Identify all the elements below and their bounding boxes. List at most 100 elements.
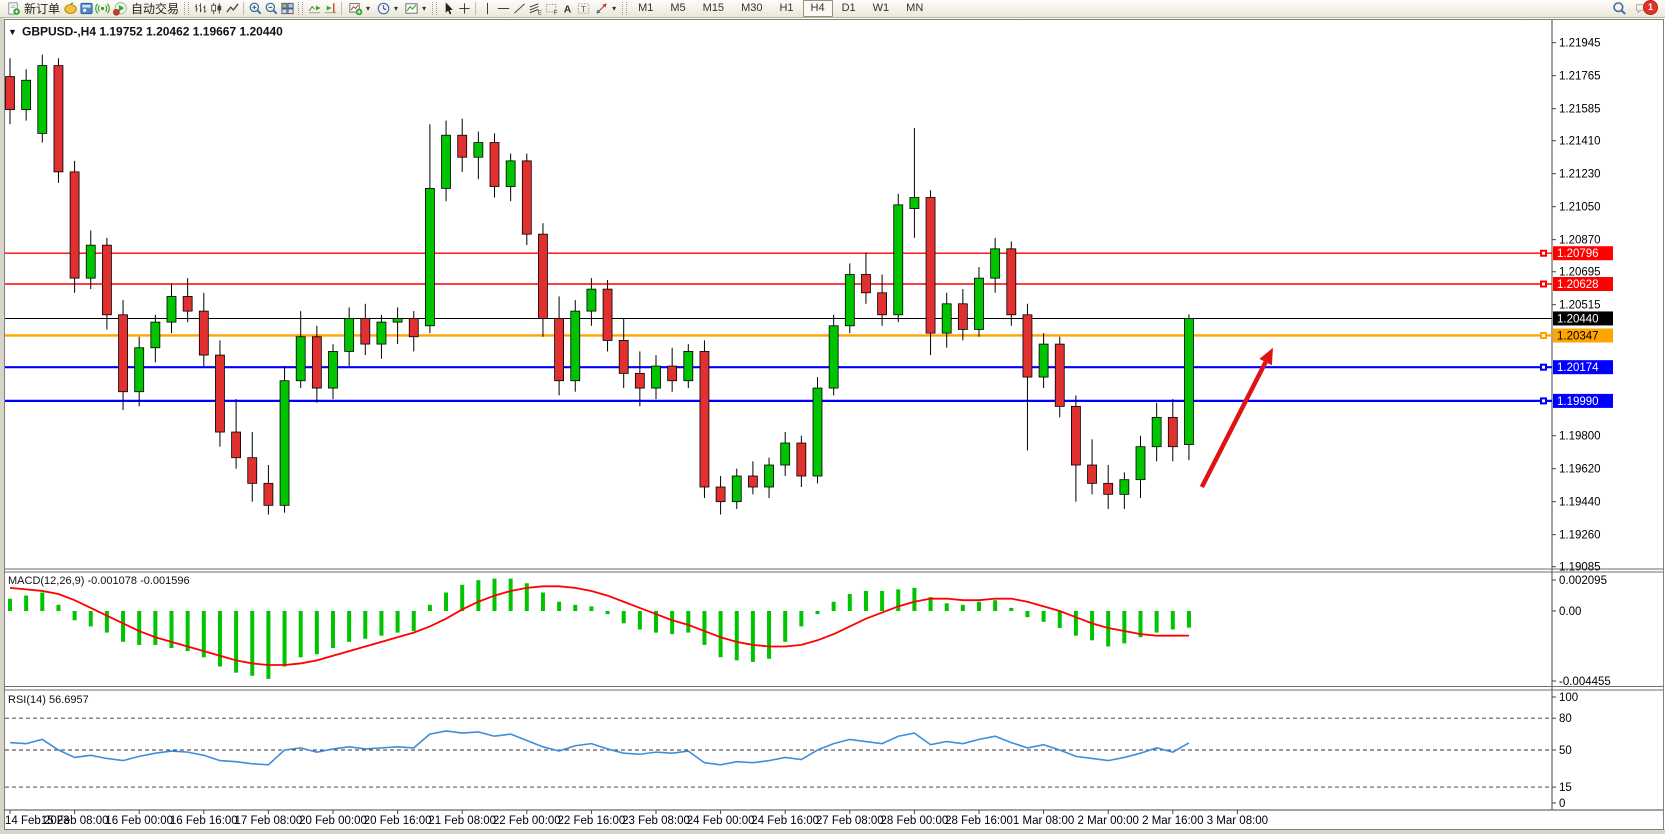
toolbar-separator [475,2,477,15]
macd-histogram-bar [1073,611,1078,636]
toolbar-grip[interactable] [298,2,304,15]
candle [1103,465,1114,509]
candle [1119,472,1130,509]
cursor-icon[interactable] [440,1,456,17]
macd-histogram-bar [880,590,885,611]
price-tick-label: 1.21050 [1559,202,1601,214]
toolbar-grip[interactable] [184,2,190,15]
channel-icon[interactable]: F [543,1,559,17]
new-order-button[interactable]: 新订单 [3,1,62,17]
candle [5,58,15,125]
fibonacci-icon[interactable]: E [527,1,543,17]
price-tick-label: 1.21410 [1559,136,1601,148]
macd-histogram-bar [654,611,658,633]
timeframe-M5[interactable]: M5 [670,2,686,14]
trendline-icon[interactable] [511,1,527,17]
macd-histogram-bar [573,604,578,611]
chevron-down-icon: ▾ [612,4,617,13]
price-line-label: 1.20174 [1557,362,1599,374]
crosshair-icon[interactable] [456,1,472,17]
candle [634,351,645,407]
autotrading-button[interactable]: 自动交易 [110,1,181,17]
zoom-out-icon[interactable] [263,1,279,17]
candle [1054,336,1065,418]
vertical-line-icon[interactable] [479,1,495,17]
add-indicator-button[interactable]: ▾ [345,1,373,17]
template-button[interactable]: ▾ [401,1,429,17]
timeframe-D1[interactable]: D1 [841,2,856,14]
label-icon[interactable]: T [575,1,591,17]
auto-scroll-icon[interactable] [306,1,322,17]
macd-histogram-bar [121,611,126,642]
timeframe-M15[interactable]: M15 [702,2,725,14]
timeframe-MN[interactable]: MN [906,2,924,14]
macd-histogram-bar [411,611,416,632]
candle [473,131,484,180]
tile-windows-icon[interactable] [279,1,295,17]
text-icon[interactable]: A [559,1,575,17]
macd-histogram-bar [718,611,723,658]
macd-histogram-bar [24,595,29,611]
shapes-button[interactable]: ▾ [591,1,619,17]
timeframe-M1[interactable]: M1 [638,2,654,14]
price-tick-label: 1.20515 [1559,300,1601,312]
macd-histogram-bar [331,611,335,649]
candle [796,435,807,488]
candle [877,274,887,326]
macd-histogram-bar [928,597,933,611]
candle [941,292,952,348]
chevron-down-icon: ▾ [366,4,371,13]
terminal-icon[interactable] [78,1,94,17]
horizontal-line-icon[interactable] [495,1,511,17]
toolbar-grip[interactable] [622,2,628,15]
candle [263,465,274,515]
candlestick-chart-icon[interactable] [208,1,224,17]
market-watch-icon[interactable] [62,1,78,17]
macd-histogram-bar [72,611,77,621]
candle [1184,314,1194,461]
candle [538,223,548,337]
macd-histogram-bar [540,592,545,611]
candle [1087,439,1097,495]
timeframe-W1[interactable]: W1 [872,2,890,14]
macd-histogram-bar [944,603,949,611]
svg-text:F: F [553,10,557,16]
svg-text:A: A [563,4,571,15]
timeframe-M30[interactable]: M30 [741,2,763,14]
notifications-button[interactable]: 1 [1634,0,1658,17]
macd-histogram-bar [621,611,626,624]
macd-histogram-bar [153,611,158,645]
candle [618,318,629,389]
candle [586,278,597,326]
chart-shift-icon[interactable] [322,1,338,17]
time-tick-label: 21 Feb 08:00 [428,815,496,827]
toolbar-grip[interactable] [432,2,438,15]
candle [182,278,193,323]
price-tick-label: 1.21230 [1559,169,1601,181]
toolbar-separator [243,2,245,15]
candle [844,263,855,334]
time-tick-label: 17 Feb 08:00 [235,815,303,827]
chart-title-collapse-icon[interactable]: ▼ [8,27,17,37]
macd-histogram-bar [379,611,384,636]
candle [893,193,904,323]
line-chart-icon[interactable] [224,1,240,17]
timeframe-H4[interactable]: H4 [802,0,833,17]
candle [1151,402,1162,462]
rsi-line [9,730,1190,766]
timeframe-H1[interactable]: H1 [779,2,794,14]
macd-histogram-bar [137,611,142,645]
candle [683,344,694,389]
macd-histogram-bar [104,611,109,633]
macd-histogram-bar [686,611,691,633]
signals-icon[interactable] [94,1,110,17]
period-button[interactable]: ▾ [373,1,401,17]
macd-axis-label: 0.00 [1559,606,1581,618]
zoom-in-icon[interactable] [247,1,263,17]
candle [667,347,678,392]
macd-histogram-bar [1009,607,1014,611]
horizontal-lines-layer [5,249,1552,405]
bar-chart-icon[interactable] [192,1,208,17]
search-icon[interactable] [1611,1,1627,17]
